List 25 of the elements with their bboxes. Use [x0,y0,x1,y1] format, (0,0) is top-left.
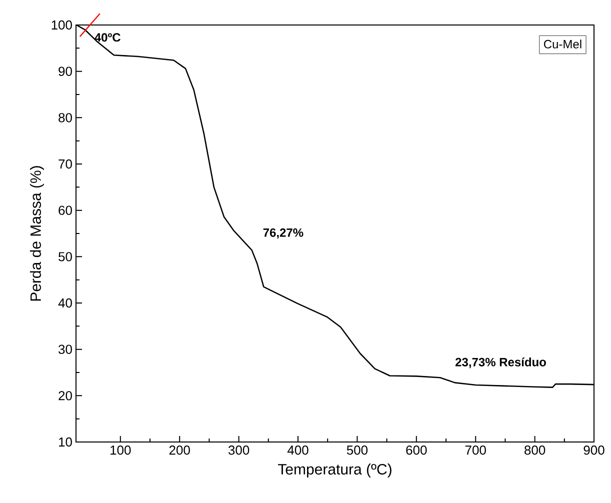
x-tick-label: 600 [406,446,427,455]
annotation: 23,73% Resíduo [456,357,546,368]
x-tick-label: 100 [110,446,131,455]
x-tick-label: 500 [346,446,368,455]
y-tick-label: 60 [58,206,72,215]
y-tick-label: 70 [58,159,72,169]
y-tick-label: 80 [58,113,72,122]
annotation: 76,27% [263,228,304,239]
y-tick-label: 40 [58,298,72,308]
x-tick-label: 200 [169,446,190,455]
x-tick-label: 700 [465,446,486,455]
y-tick-label: 10 [59,437,72,447]
text: Cu-Mel [544,40,582,48]
y-axis-title: Perda de Massa (%) [30,166,44,301]
y-tick-label: 100 [52,20,72,30]
annotation: 40ºC [94,33,120,42]
y-tick-label: 30 [58,344,72,354]
y-tick-label: 90 [58,66,72,76]
y-tick-label: 20 [58,391,72,400]
x-tick-label: 800 [524,446,546,455]
x-tick-label: 300 [228,446,250,455]
x-tick-label: 400 [287,446,308,455]
y-tick-label: 50 [58,252,72,262]
x-tick-label: 900 [584,446,604,455]
x-axis-title: Temperatura (ºC) [278,464,392,478]
